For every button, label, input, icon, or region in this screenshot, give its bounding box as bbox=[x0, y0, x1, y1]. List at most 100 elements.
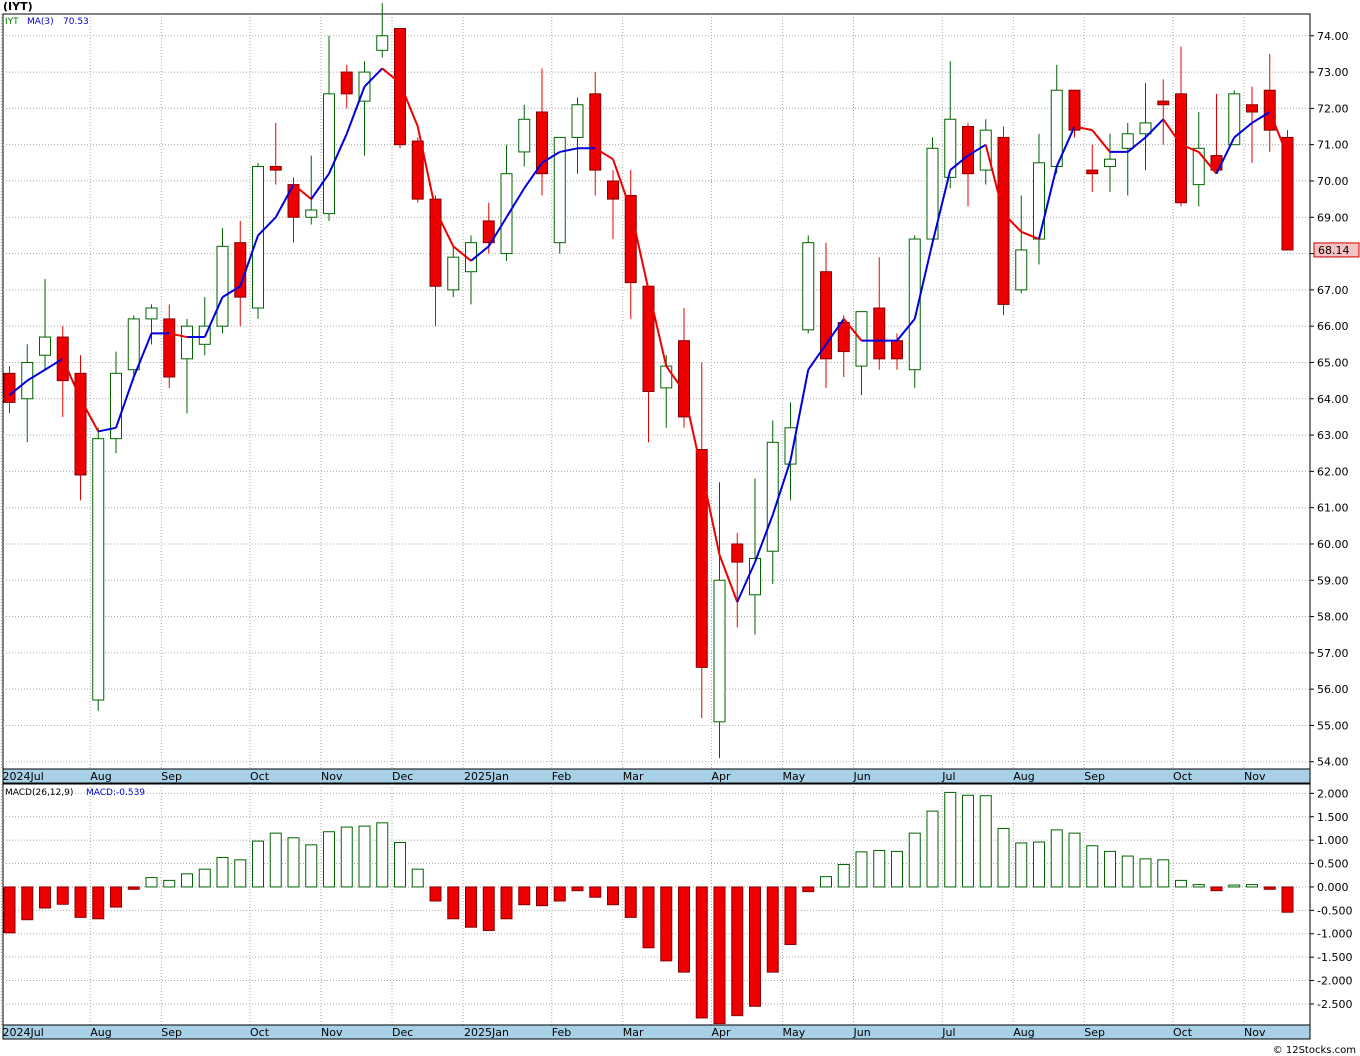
ma-line-segment bbox=[1162, 118, 1182, 146]
macd-bar-negative bbox=[429, 886, 442, 902]
macd-bar-negative bbox=[56, 886, 69, 905]
candle-up bbox=[305, 209, 318, 218]
month-axis-bar-top bbox=[2, 768, 1311, 784]
price-tick-label: 67.00 bbox=[1317, 284, 1349, 297]
chart-title: (IYT) bbox=[3, 0, 33, 13]
month-label: Sep bbox=[1084, 1026, 1105, 1039]
price-legend-ma-value: 70.53 bbox=[63, 17, 89, 27]
ma-line-segment bbox=[132, 333, 153, 378]
month-label: Feb bbox=[552, 1026, 571, 1039]
ma-line-segment bbox=[274, 184, 295, 218]
ma-line-segment bbox=[683, 391, 703, 472]
macd-bar-positive bbox=[1068, 832, 1081, 888]
candle-up bbox=[323, 93, 335, 215]
macd-tick-label: -2.500 bbox=[1317, 998, 1352, 1011]
macd-bar-positive bbox=[855, 851, 868, 888]
month-label: Oct bbox=[1173, 1026, 1193, 1039]
candle-down bbox=[287, 184, 300, 218]
macd-bar-positive bbox=[163, 879, 176, 888]
macd-panel-frame bbox=[2, 783, 1311, 1026]
macd-bar-negative bbox=[1210, 886, 1223, 892]
candle-down bbox=[820, 271, 832, 360]
ma-line-segment bbox=[949, 154, 969, 171]
macd-bar-positive bbox=[820, 876, 832, 888]
candle-down bbox=[1281, 136, 1294, 251]
ma-line-segment bbox=[647, 289, 668, 367]
macd-bar-negative bbox=[784, 886, 797, 946]
month-label: Nov bbox=[321, 1026, 343, 1039]
macd-tick-label: 0.000 bbox=[1317, 881, 1349, 894]
price-tick-label: 65.00 bbox=[1317, 356, 1349, 369]
macd-bar-negative bbox=[39, 886, 51, 909]
month-label: Dec bbox=[392, 1026, 413, 1039]
candle-down bbox=[1086, 169, 1099, 175]
macd-bar-negative bbox=[695, 886, 708, 1019]
macd-bar-positive bbox=[1228, 884, 1241, 888]
ma-line-segment bbox=[967, 143, 987, 157]
ma-line-segment bbox=[221, 285, 241, 298]
macd-tick-label: 1.500 bbox=[1317, 811, 1349, 824]
month-label: Mar bbox=[623, 1026, 644, 1039]
month-label: Aug bbox=[1013, 770, 1034, 783]
last-price-label: 68.14 bbox=[1318, 244, 1350, 257]
ma-line-segment bbox=[363, 67, 383, 88]
month-label: Feb bbox=[552, 770, 571, 783]
candle-down bbox=[997, 136, 1010, 305]
macd-bar-negative bbox=[3, 886, 16, 934]
ma-line-segment bbox=[115, 376, 135, 429]
month-label: Aug bbox=[1013, 1026, 1034, 1039]
ma-line-segment bbox=[505, 187, 526, 218]
ma-line-segment bbox=[1074, 125, 1093, 132]
macd-bar-positive bbox=[979, 795, 992, 888]
macd-bar-positive bbox=[1139, 858, 1152, 888]
macd-bar-negative bbox=[447, 886, 460, 920]
price-tick-label: 60.00 bbox=[1317, 538, 1349, 551]
candle-down bbox=[678, 340, 690, 418]
macd-bar-positive bbox=[358, 825, 371, 888]
month-label: Oct bbox=[250, 1026, 270, 1039]
macd-bar-positive bbox=[873, 849, 886, 888]
candle-down bbox=[1246, 104, 1258, 113]
macd-tick-label: -1.000 bbox=[1317, 928, 1352, 941]
macd-bar-positive bbox=[252, 840, 264, 888]
macd-bar-negative bbox=[465, 886, 477, 928]
price-tick-label: 61.00 bbox=[1317, 502, 1349, 515]
ma-line-segment bbox=[789, 369, 810, 461]
candle-down bbox=[1175, 93, 1187, 204]
candle-up bbox=[1104, 158, 1116, 167]
ma-line-segment bbox=[825, 318, 845, 345]
macd-bar-positive bbox=[1086, 845, 1099, 888]
month-label: Oct bbox=[250, 770, 270, 783]
candle-up bbox=[1033, 162, 1045, 240]
ma-line-segment bbox=[203, 296, 224, 338]
month-label: Sep bbox=[161, 1026, 182, 1039]
macd-bar-negative bbox=[21, 886, 34, 921]
ma-line-segment bbox=[523, 162, 543, 189]
price-tick-label: 64.00 bbox=[1317, 393, 1349, 406]
ma-line-segment bbox=[665, 365, 685, 393]
month-label: Sep bbox=[161, 770, 182, 783]
ma-line-segment bbox=[1055, 126, 1076, 167]
candle-up bbox=[127, 318, 140, 371]
candle-up bbox=[784, 427, 797, 465]
macd-bar-positive bbox=[198, 868, 211, 888]
month-label: Sep bbox=[1084, 770, 1105, 783]
candle-down bbox=[340, 71, 353, 95]
macd-bar-negative bbox=[642, 886, 655, 949]
ma-line-segment bbox=[896, 318, 916, 342]
ma-line-segment bbox=[470, 245, 490, 262]
month-label: Dec bbox=[392, 770, 413, 783]
candle-up bbox=[713, 579, 726, 723]
candle-up bbox=[1121, 133, 1134, 149]
candle-down bbox=[1263, 89, 1276, 131]
macd-bar-positive bbox=[1175, 879, 1187, 888]
macd-bar-positive bbox=[1050, 829, 1063, 888]
price-tick-label: 66.00 bbox=[1317, 320, 1349, 333]
ma-line-segment bbox=[79, 398, 100, 432]
ma-line-segment bbox=[559, 147, 578, 153]
ma-line-segment bbox=[807, 343, 827, 371]
price-tick-label: 54.00 bbox=[1317, 756, 1349, 769]
price-tick-label: 69.00 bbox=[1317, 211, 1349, 224]
price-tick-label: 71.00 bbox=[1317, 139, 1349, 152]
ma-line-segment bbox=[434, 209, 455, 247]
